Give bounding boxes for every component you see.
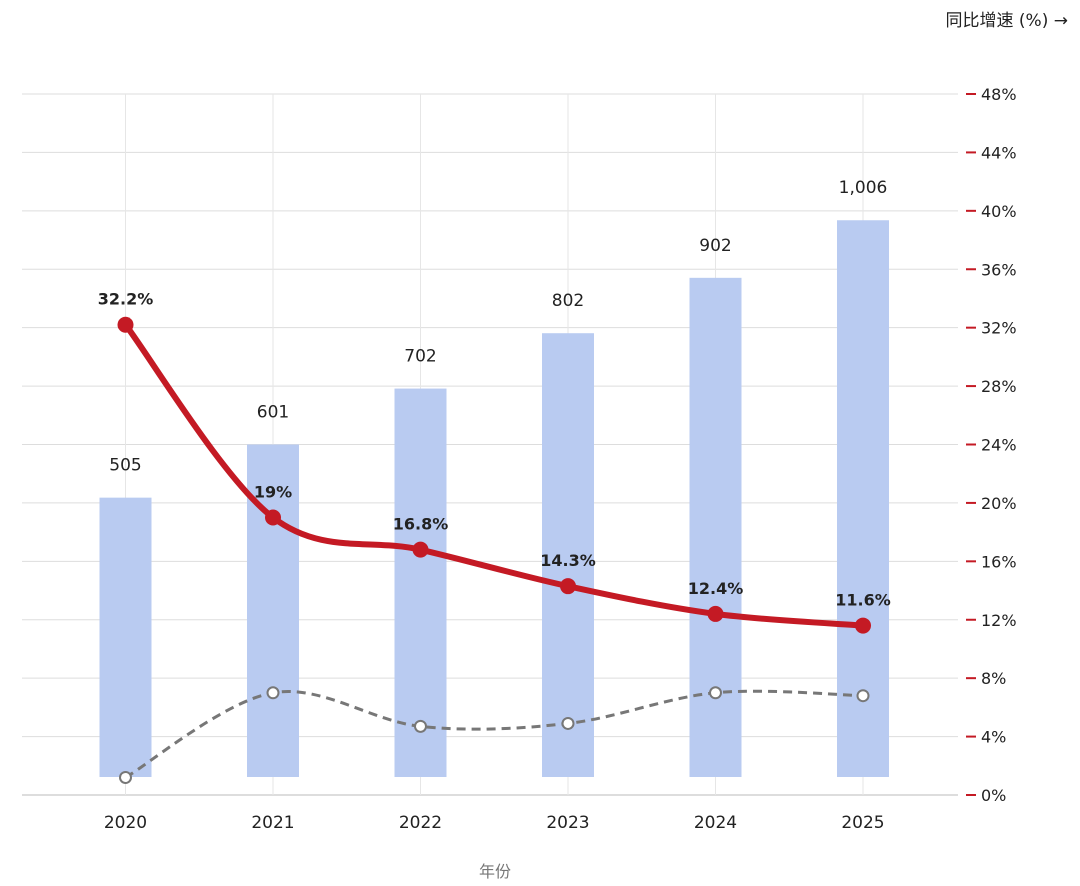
x-axis-tick-label: 2021: [251, 813, 294, 833]
bar-value-label: 505: [109, 456, 141, 476]
right-axis-tick-label: 0%: [981, 786, 1006, 805]
x-axis-tick-label: 2024: [694, 813, 737, 833]
x-axis-tick-label: 2020: [104, 813, 147, 833]
right-axis-tick-label: 20%: [981, 494, 1017, 513]
growth-line-series: [122, 321, 866, 629]
right-axis-tick-label: 24%: [981, 436, 1017, 455]
bar-value-label: 902: [699, 236, 731, 256]
right-axis-tick-label: 16%: [981, 552, 1017, 571]
growth-line-point: [265, 509, 281, 526]
dashed-line-point: [414, 719, 427, 733]
growth-line-point: [117, 316, 134, 333]
right-axis-tick-label: 48%: [981, 85, 1017, 104]
right-axis-tick-label: 32%: [981, 319, 1017, 338]
dashed-line-series: [124, 689, 864, 779]
right-axis-tick-label: 12%: [981, 611, 1017, 630]
right-axis-tick-label: 28%: [981, 377, 1017, 396]
x-axis-title: 年份: [478, 862, 511, 881]
x-axis-tick-label: 2025: [841, 813, 884, 833]
growth-value-label: 14.3%: [540, 551, 596, 570]
growth-value-label: 16.8%: [393, 515, 449, 534]
dashed-line-point: [119, 770, 132, 784]
dashed-line-point: [856, 689, 870, 703]
bar: [99, 497, 152, 777]
growth-line-point: [707, 605, 724, 622]
growth-line-point: [560, 578, 576, 595]
dashed-line-point: [266, 686, 280, 700]
right-axis-tick-label: 44%: [981, 143, 1017, 162]
bar: [689, 277, 742, 777]
growth-value-label: 19%: [254, 483, 292, 502]
growth-value-label: 12.4%: [688, 579, 744, 598]
growth-value-label: 11.6%: [835, 591, 891, 610]
x-axis-tick-label: 2022: [399, 813, 442, 833]
growth-line-point: [412, 541, 429, 558]
growth-value-label: 32.2%: [98, 290, 154, 309]
right-axis-tick-label: 4%: [981, 728, 1006, 747]
right-axis-title: 同比增速 (%) →: [945, 11, 1068, 31]
bar: [837, 220, 889, 777]
bar-value-label: 702: [404, 347, 436, 367]
bar: [542, 333, 594, 777]
right-axis-tick-label: 8%: [981, 669, 1006, 688]
x-axis-tick-label: 2023: [546, 813, 589, 833]
bar-value-label: 802: [552, 291, 584, 311]
bar: [394, 388, 447, 777]
bar-value-label: 601: [257, 403, 289, 423]
dashed-line-point: [561, 716, 575, 730]
dashed-line-point: [709, 686, 722, 700]
right-axis-tick-label: 40%: [981, 202, 1017, 221]
bar-value-label: 1,006: [839, 178, 888, 198]
right-axis-tick-label: 36%: [981, 260, 1017, 279]
growth-line-point: [855, 617, 871, 634]
